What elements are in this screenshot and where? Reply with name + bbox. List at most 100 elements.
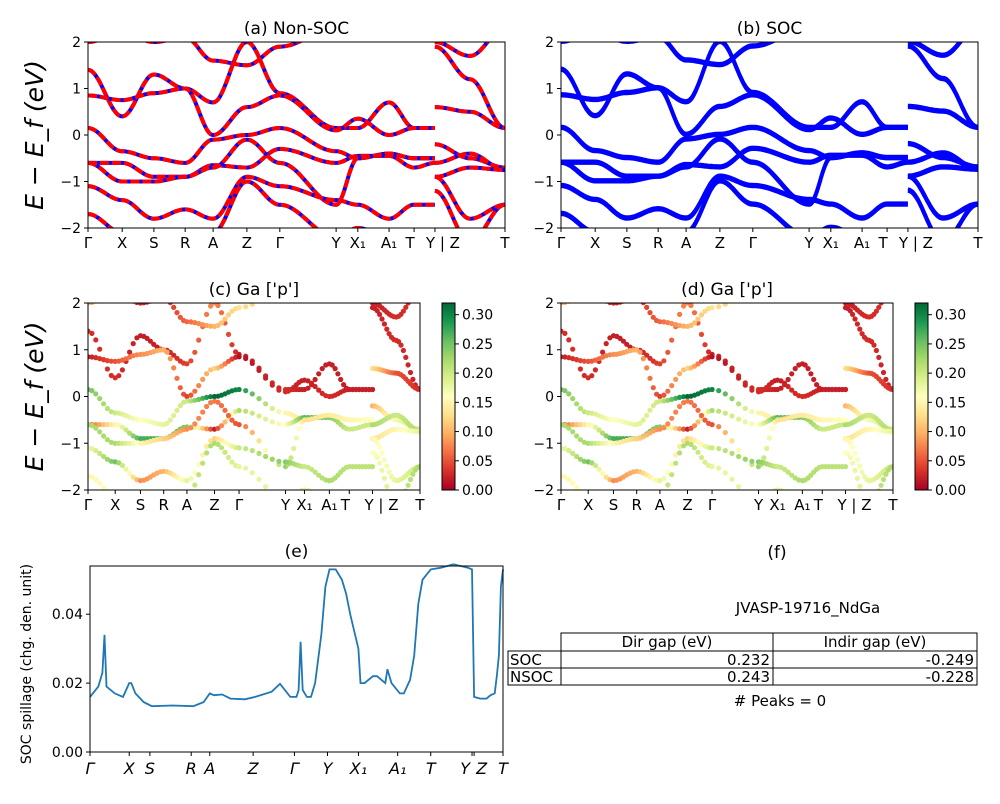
band-point	[570, 429, 575, 434]
band-point	[723, 302, 728, 307]
band-point	[97, 297, 102, 302]
band-point	[729, 438, 734, 443]
band-point	[574, 485, 579, 490]
band-point	[570, 347, 575, 352]
band-point	[297, 426, 302, 431]
colorbar-tick-label: 0.15	[462, 395, 493, 411]
band-point	[743, 457, 748, 462]
band-point	[716, 304, 721, 309]
material-id: JVASP-19716_NdGa	[735, 599, 880, 618]
band-point	[647, 310, 652, 315]
band-point	[699, 455, 704, 460]
band-point	[830, 497, 835, 502]
x-tick-label: A	[208, 234, 219, 252]
band-point	[174, 376, 179, 381]
x-tick-label: T	[340, 496, 351, 514]
band-point	[710, 354, 715, 359]
x-tick-label: R	[158, 496, 168, 514]
band-point	[811, 377, 816, 382]
band-point	[204, 404, 209, 409]
table-cell: -0.228	[926, 668, 974, 686]
band-point	[570, 297, 575, 302]
band-point	[624, 298, 629, 303]
band-point	[101, 401, 106, 406]
band-point	[665, 482, 670, 487]
band-point	[401, 494, 406, 499]
band-point	[250, 411, 255, 416]
band-point	[729, 396, 734, 401]
colorbar-tick-label: 0.10	[935, 425, 966, 441]
x-tick-label: S	[609, 496, 619, 514]
band-point	[624, 501, 629, 506]
band-point	[881, 477, 886, 482]
x-tick-label: R	[653, 234, 663, 252]
band-point	[237, 305, 242, 310]
band-point	[131, 341, 136, 346]
band-point	[631, 296, 636, 301]
band-point	[695, 419, 700, 424]
band-point	[876, 489, 881, 494]
y-tick-label: 2	[72, 35, 81, 51]
colorbar-tick-label: 0.15	[935, 395, 966, 411]
panel-title-a: (a) Non-SOC	[244, 19, 349, 39]
band-point	[188, 476, 193, 481]
y-axis-label: E − E_f (eV)	[20, 322, 49, 472]
band-point	[566, 477, 571, 482]
band-point	[250, 391, 255, 396]
band-point	[692, 403, 697, 408]
band-point	[723, 430, 728, 435]
x-tick-label: Γ	[557, 496, 566, 514]
band-point	[874, 348, 879, 353]
table-cell: 0.243	[727, 668, 770, 686]
band-point	[840, 286, 845, 291]
band-point	[379, 468, 384, 473]
y-tick-label: 1	[545, 343, 554, 359]
band-point	[852, 451, 857, 456]
band-point	[370, 464, 375, 469]
band-point	[377, 312, 382, 317]
band-point	[699, 413, 704, 418]
band-point	[276, 409, 281, 414]
band-plot-b	[561, 26, 978, 242]
band-point	[826, 286, 831, 291]
y-tick-label: −2	[533, 483, 554, 499]
band-point	[716, 388, 721, 393]
band-point	[105, 366, 110, 371]
band-point	[222, 317, 227, 322]
band-point	[344, 286, 349, 291]
band-point	[196, 383, 201, 388]
y-tick-label: 0	[72, 128, 81, 144]
x-tick-label: Y | Z	[364, 496, 399, 514]
band-point	[222, 450, 227, 455]
band-point	[226, 455, 231, 460]
band-point	[338, 377, 343, 382]
band-point	[323, 286, 328, 291]
peaks-count: # Peaks = 0	[734, 692, 826, 710]
band-point	[316, 286, 321, 291]
band-point	[408, 370, 413, 375]
band-point	[736, 376, 741, 381]
y-tick-label: 2	[72, 296, 81, 312]
band-point	[398, 498, 403, 503]
band-point	[123, 295, 128, 300]
band-point	[382, 457, 387, 462]
band-point	[647, 376, 652, 381]
band-point	[673, 410, 678, 415]
band-point	[370, 417, 375, 422]
x-tick-label: R	[186, 759, 197, 778]
band-point	[370, 387, 375, 392]
table-cell: 0.232	[727, 651, 770, 669]
band-point	[101, 485, 106, 490]
band-point	[628, 297, 633, 302]
band-point	[256, 396, 261, 401]
band-point	[695, 317, 700, 322]
band-point	[661, 425, 666, 430]
band-point	[387, 469, 392, 474]
band-point	[101, 433, 106, 438]
band-point	[270, 383, 275, 388]
x-tick-label: X	[117, 234, 127, 252]
band-point	[413, 289, 418, 294]
band-point	[93, 337, 98, 342]
band-point	[192, 482, 197, 487]
band-point	[116, 292, 121, 297]
